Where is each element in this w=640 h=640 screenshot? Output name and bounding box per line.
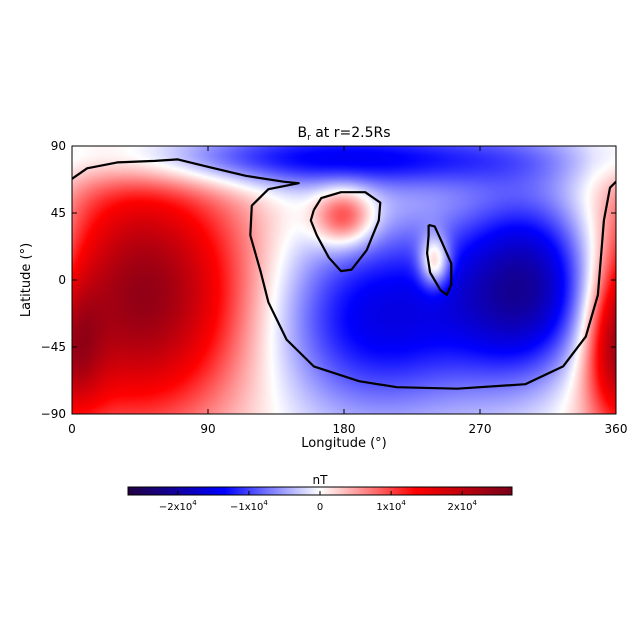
x-tick-label: 180 [333,422,356,436]
colorbar-tick-label: 0 [317,502,323,513]
colorbar-tick-label: −2x104 [159,499,197,513]
colorbar: nT −2x104 −1x104 0 1x104 2x104 [127,473,513,513]
colorbar-label: nT [313,473,329,487]
zero-contour-line [71,158,617,390]
y-tick-label: 45 [51,206,66,220]
x-tick-label: 0 [68,422,76,436]
heatmap-image [72,146,616,414]
title-suffix: at r=2.5Rs [311,125,391,141]
colorbar-ticks: −2x104 −1x104 0 1x104 2x104 [159,491,477,513]
plot-area [71,145,617,415]
y-tick-label: 0 [58,273,66,287]
zero-contour-line [426,223,453,296]
y-tick-label: −90 [41,407,66,421]
y-tick-label: 90 [51,139,66,153]
colorbar-tick-label: 1x104 [376,499,406,513]
colorbar-tick-label: 2x104 [447,499,477,513]
x-tick-label: 270 [469,422,492,436]
x-tick-label: 360 [605,422,628,436]
y-axis-label: Latitude (°) [19,243,34,317]
colorbar-tick-label: −1x104 [230,499,268,513]
x-tick-label: 90 [200,422,215,436]
zero-contour-line [309,191,382,273]
zero-contours [71,158,617,390]
chart-title: Br at r=2.5Rs [297,125,390,143]
x-axis-ticks: 0 90 180 270 360 [68,146,627,436]
title-subscript: r [307,133,311,143]
x-axis-label: Longitude (°) [301,436,386,451]
y-axis-ticks: 90 45 0 −45 −90 [41,139,616,421]
y-tick-label: −45 [41,340,66,354]
